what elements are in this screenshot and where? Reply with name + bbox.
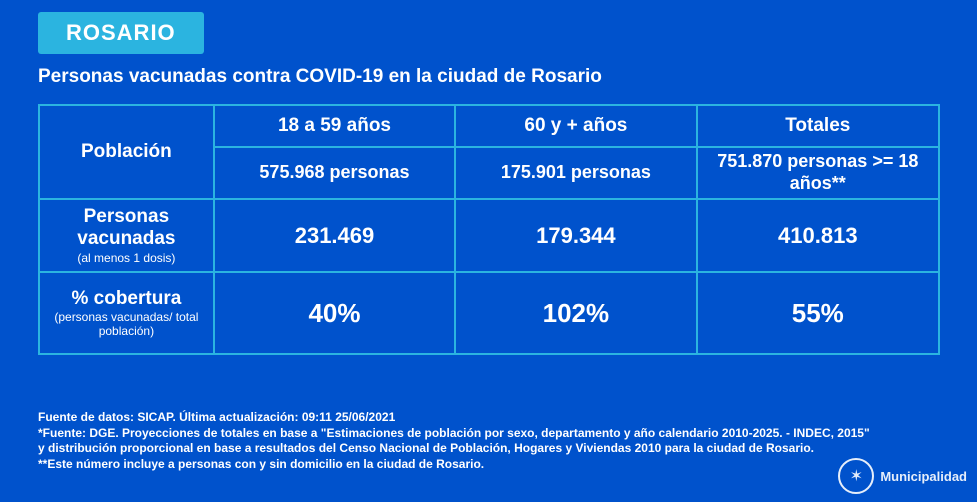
row-label-vaccinated: Personas vacunadas (al menos 1 dosis) [39, 199, 214, 272]
row-label-coverage-sub: (personas vacunadas/ total población) [48, 310, 205, 339]
logo-text: Municipalidad [880, 469, 967, 484]
vaccinated-60plus: 179.344 [455, 199, 696, 272]
population-total: 751.870 personas >= 18 años** [697, 147, 939, 199]
vaccinated-total: 410.813 [697, 199, 939, 272]
footer-line-3: **Este número incluye a personas con y s… [38, 457, 878, 473]
coverage-18-59: 40% [214, 272, 455, 354]
population-60plus: 175.901 personas [455, 147, 696, 199]
coverage-total: 55% [697, 272, 939, 354]
population-18-59: 575.968 personas [214, 147, 455, 199]
row-label-coverage: % cobertura (personas vacunadas/ total p… [39, 272, 214, 354]
page-subtitle: Personas vacunadas contra COVID-19 en la… [38, 66, 602, 88]
municipality-logo: ✶ Municipalidad [838, 458, 967, 494]
footer-line-2: *Fuente: DGE. Proyecciones de totales en… [38, 426, 878, 457]
footer-notes: Fuente de datos: SICAP. Última actualiza… [38, 410, 878, 472]
vaccination-table: Población 18 a 59 años 60 y + años Total… [38, 104, 940, 355]
col-header-18-59: 18 a 59 años [214, 105, 455, 147]
row-label-coverage-main: % cobertura [71, 288, 181, 309]
coverage-60plus: 102% [455, 272, 696, 354]
row-label-vaccinated-main: Personas vacunadas [77, 206, 175, 249]
city-badge: ROSARIO [38, 12, 204, 54]
footer-line-1: Fuente de datos: SICAP. Última actualiza… [38, 410, 878, 426]
vaccinated-18-59: 231.469 [214, 199, 455, 272]
seal-icon: ✶ [838, 458, 874, 494]
row-label-population: Población [39, 105, 214, 199]
col-header-totals: Totales [697, 105, 939, 147]
row-label-vaccinated-sub: (al menos 1 dosis) [48, 252, 205, 266]
col-header-60plus: 60 y + años [455, 105, 696, 147]
